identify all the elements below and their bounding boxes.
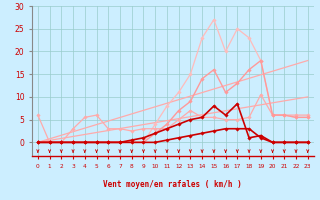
X-axis label: Vent moyen/en rafales ( km/h ): Vent moyen/en rafales ( km/h ) — [103, 180, 242, 189]
